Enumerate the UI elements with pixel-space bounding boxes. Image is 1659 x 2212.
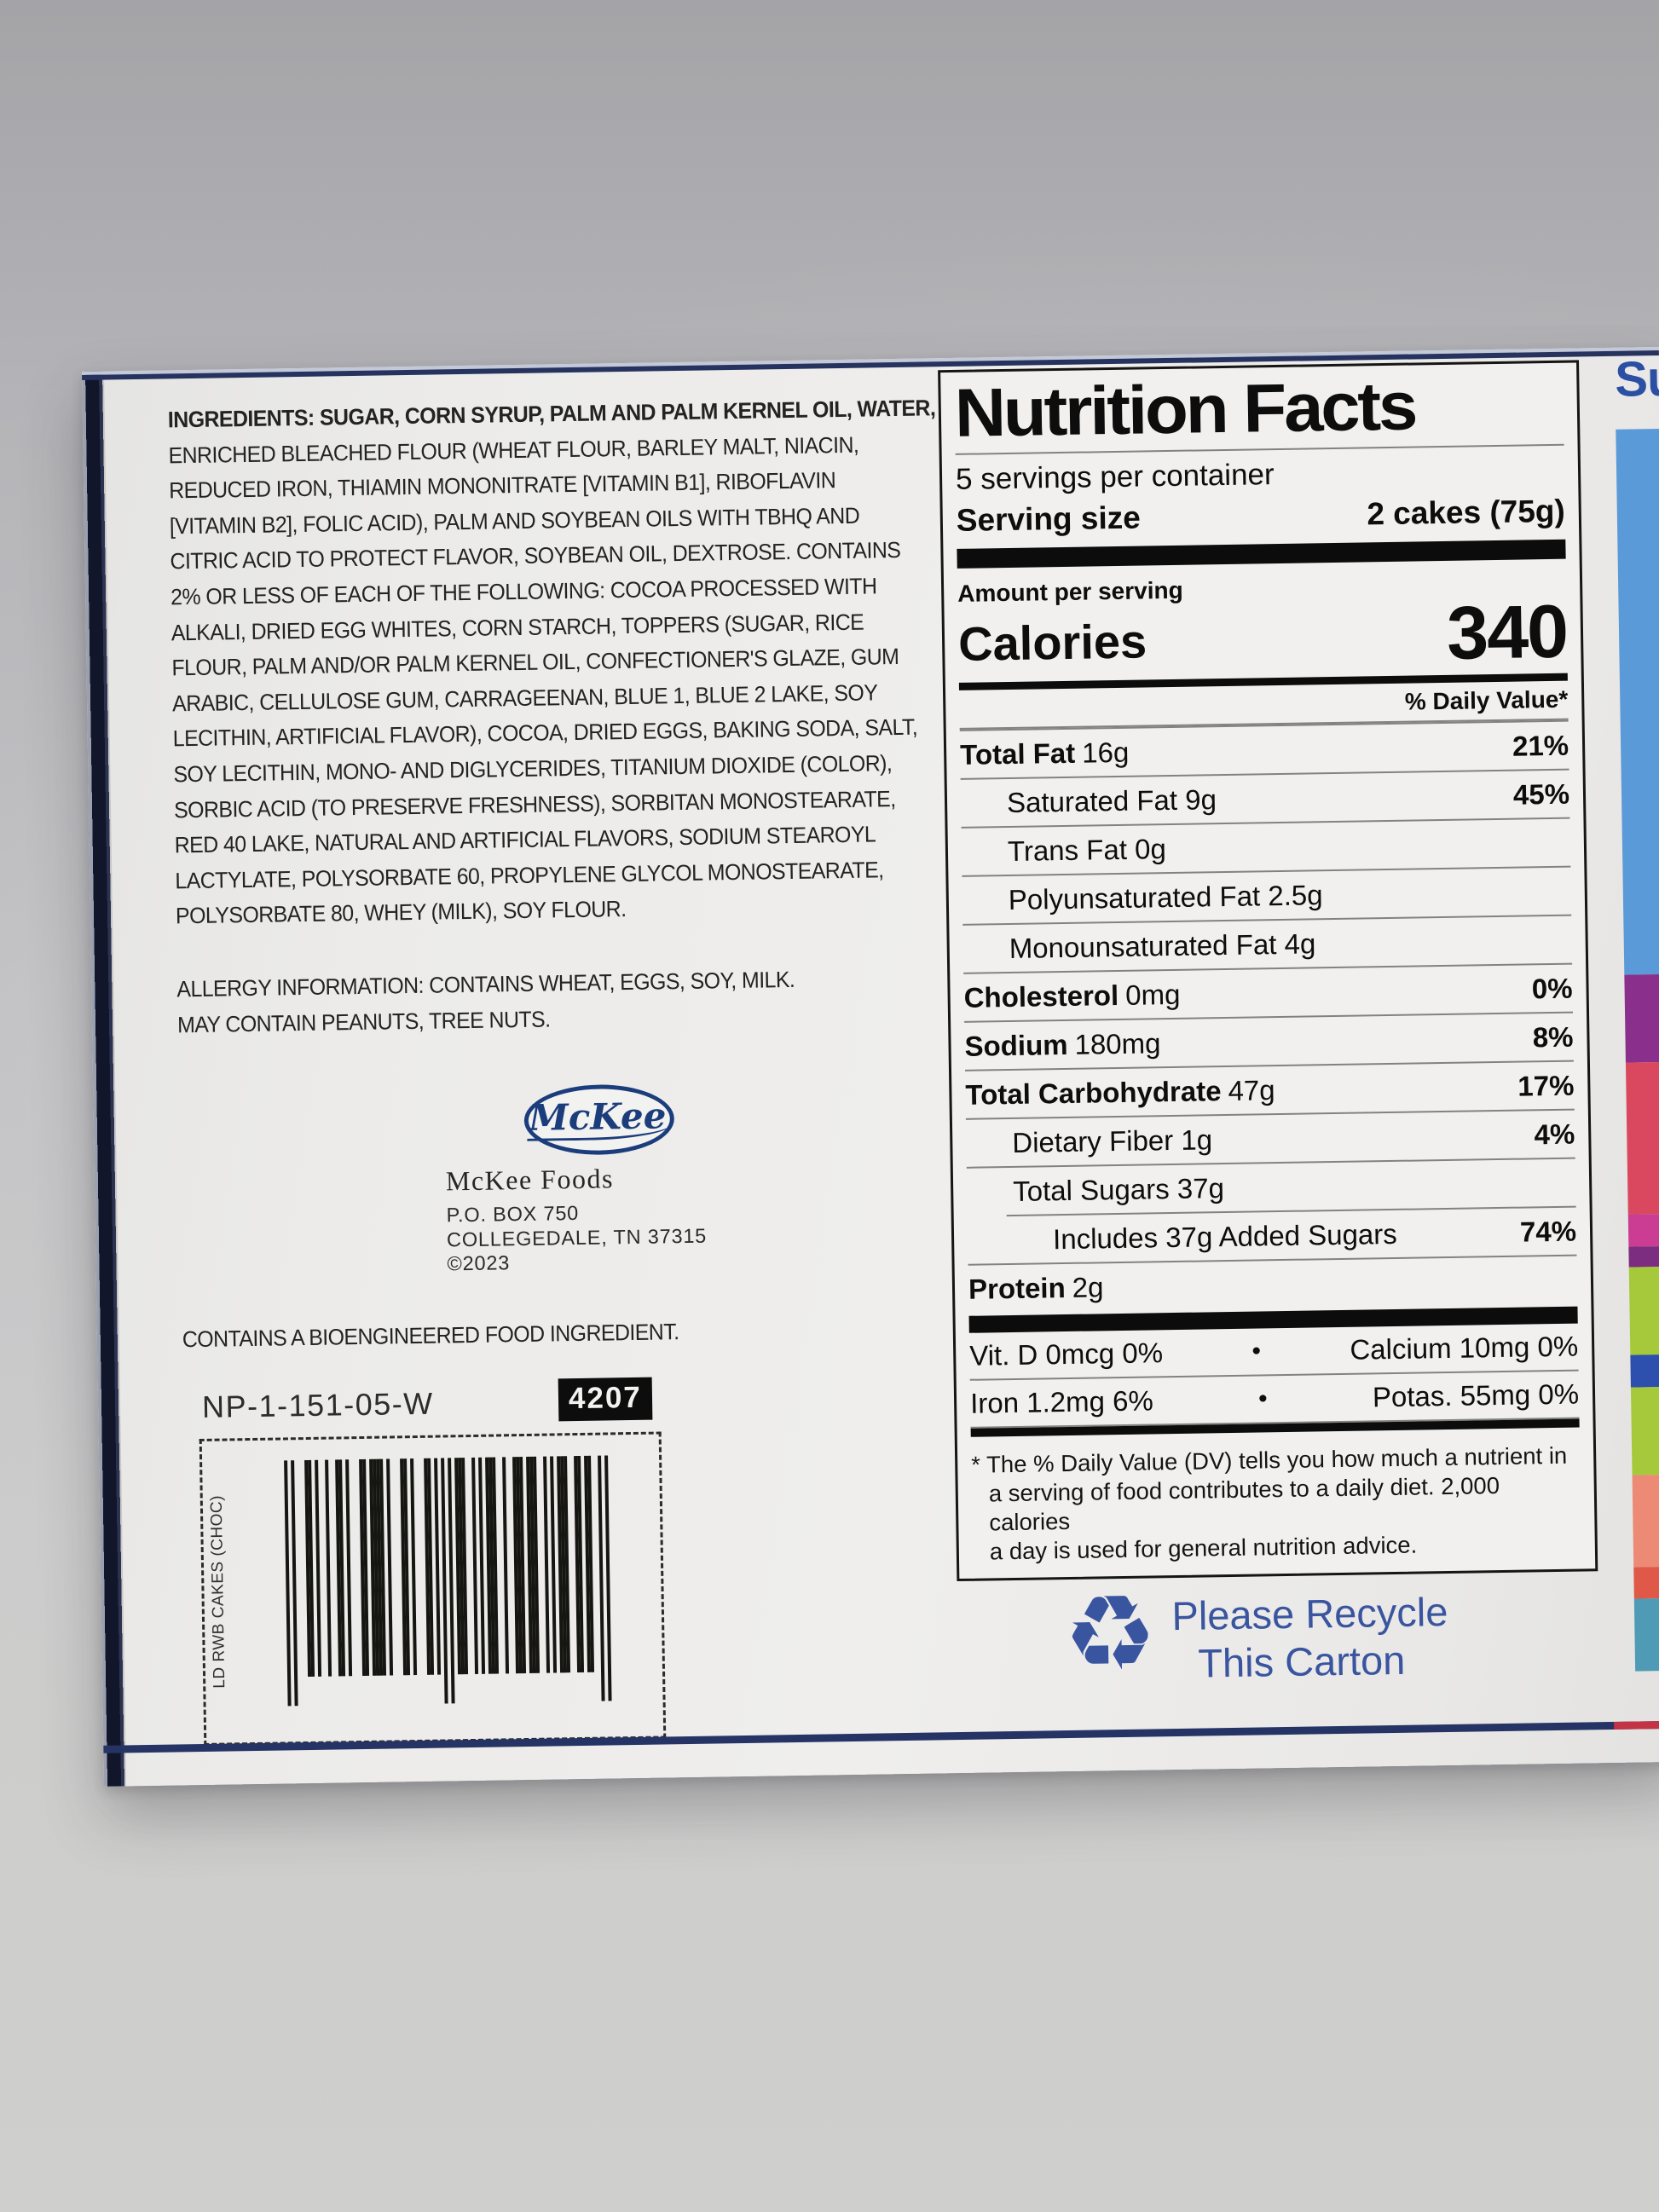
nutrient-name	[1001, 835, 1002, 867]
nutrition-facts-title: Nutrition Facts	[954, 367, 1416, 451]
edge-art-segment-sky-blue	[1616, 428, 1659, 975]
nutrient-name	[1046, 1223, 1047, 1255]
nutrient-dv: 0%	[1531, 972, 1573, 1005]
micronutrient-right: Potas. 55mg 0%	[1372, 1377, 1580, 1413]
recycle-arrows-icon: ♻	[1062, 1572, 1158, 1695]
product-code: NP-1-151-05-W	[201, 1385, 434, 1424]
edge-art-segment-lime-green	[1628, 1266, 1659, 1355]
recycle-line-1: Please Recycle	[1171, 1589, 1448, 1639]
bullet: •	[1257, 1384, 1268, 1413]
recycle-line-2: This Carton	[1197, 1637, 1406, 1686]
calories-value: 340	[1446, 588, 1568, 675]
edge-art-segment-purple	[1624, 973, 1659, 1063]
nutrient-amount: 16g	[1081, 736, 1130, 769]
nutrient-amount: Saturated Fat 9g	[1006, 783, 1217, 818]
front-panel-edge-art	[1616, 428, 1659, 1672]
nutrient-name: Total Carbohydrate	[965, 1074, 1222, 1111]
nutrient-amount: 180mg	[1074, 1027, 1161, 1060]
daily-value-footnote: * The % Daily Value (DV) tells you how m…	[971, 1434, 1581, 1566]
edge-art-segment-teal	[1633, 1597, 1659, 1672]
nutrient-name: Cholesterol	[963, 979, 1119, 1014]
nutrient-name: Total Fat	[959, 736, 1076, 771]
nutrient-amount: Polyunsaturated Fat 2.5g	[1008, 879, 1323, 915]
nutrient-amount: Trans Fat 0g	[1007, 832, 1167, 867]
nutrient-name: Protein	[968, 1271, 1066, 1305]
edge-art-segment-red-pink	[1625, 1061, 1659, 1215]
edge-art-segment-purple-2	[1628, 1245, 1659, 1268]
nutrient-dv	[1571, 922, 1572, 956]
nutrient-amount: Dietary Fiber 1g	[1012, 1123, 1213, 1158]
date-code-badge: 4207	[558, 1377, 653, 1422]
nutrient-name	[1002, 933, 1003, 964]
barcode-side-text: LD RWB CAKES (CHOC)	[207, 1495, 229, 1689]
nutrient-dv: 45%	[1512, 777, 1570, 811]
bullet: •	[1251, 1337, 1262, 1366]
nutrient-dv: 74%	[1519, 1215, 1577, 1248]
nutrient-dv: 21%	[1512, 729, 1569, 762]
mckee-logo: McKee	[523, 1083, 675, 1156]
mckee-logo-text: McKee	[526, 1094, 672, 1141]
serving-size-row: Serving size 2 cakes (75g)	[956, 489, 1566, 541]
nutrient-dv	[1570, 874, 1571, 908]
edge-art-segment-salmon	[1632, 1474, 1659, 1568]
nutrient-dv	[1575, 1165, 1576, 1199]
nutrient-row-protein: Protein 2g	[968, 1254, 1578, 1313]
nutrient-amount: Includes 37g Added Sugars	[1052, 1217, 1398, 1256]
nutrient-amount: Monounsaturated Fat 4g	[1009, 927, 1316, 964]
nutrient-row-added-sugars: Includes 37g Added Sugars 74%	[1006, 1205, 1577, 1263]
nutrient-dv	[1577, 1262, 1578, 1297]
nutrient-name	[1005, 1127, 1006, 1158]
product-code-row: NP-1-151-05-W 4207	[201, 1377, 680, 1425]
nutrient-dv: 8%	[1532, 1020, 1574, 1054]
address-line: ©2023	[447, 1251, 511, 1275]
nutrient-name	[1002, 884, 1003, 915]
nutrient-dv: 4%	[1534, 1118, 1575, 1151]
footnote-line: a serving of food contributes to a daily…	[988, 1471, 1500, 1536]
calories-label: Calories	[957, 614, 1147, 671]
micronutrient-left: Iron 1.2mg 6%	[969, 1384, 1154, 1419]
barcode-digits: 0 24300 04504 2	[202, 1435, 659, 1441]
front-panel-edge-text: Su	[1614, 350, 1659, 407]
micronutrient-right: Calcium 10mg 0%	[1350, 1330, 1579, 1366]
recycle-message: ♻ Please Recycle This Carton	[1062, 1572, 1448, 1695]
barcode-bars	[284, 1455, 616, 1707]
company-address: P.O. BOX 750 COLLEGEDALE, TN 37315 ©2023	[446, 1199, 707, 1276]
serving-size-value: 2 cakes (75g)	[1367, 493, 1566, 532]
serving-size-label: Serving size	[956, 500, 1142, 538]
nutrient-name	[1006, 1175, 1007, 1207]
nutrient-amount: 47g	[1228, 1073, 1275, 1106]
address-line: COLLEGEDALE, TN 37315	[446, 1224, 708, 1250]
calories-row: Calories 340	[957, 588, 1568, 675]
company-name: McKee Foods	[445, 1163, 615, 1197]
bioengineered-statement: CONTAINS A BIOENGINEERED FOOD INGREDIENT…	[182, 1319, 679, 1353]
edge-art-segment-coral-red	[1633, 1566, 1659, 1599]
nutrition-facts-panel: Nutrition Facts 5 servings per container…	[938, 360, 1598, 1581]
upc-barcode-block: LD RWB CAKES (CHOC) 0 24300 04504 2	[199, 1431, 667, 1746]
nutrient-amount: 0mg	[1124, 978, 1181, 1011]
snack-cake-carton-back-panel: INGREDIENTS: SUGAR, CORN SYRUP, PALM AND…	[82, 346, 1659, 1787]
edge-art-segment-blue	[1630, 1354, 1659, 1388]
edge-art-segment-lime-green-2	[1630, 1386, 1659, 1476]
nutrient-amount: Total Sugars 37g	[1012, 1171, 1225, 1207]
nutrient-dv	[1570, 825, 1571, 859]
allergy-information: ALLERGY INFORMATION: CONTAINS WHEAT, EGG…	[176, 962, 835, 1042]
edge-art-segment-magenta	[1627, 1213, 1659, 1247]
nutrient-dv: 17%	[1517, 1069, 1575, 1102]
nutrient-amount: 2g	[1072, 1271, 1104, 1303]
micronutrient-left: Vit. D 0mcg 0%	[968, 1337, 1164, 1372]
nutrient-name: Sodium	[964, 1028, 1068, 1062]
thick-divider	[957, 539, 1566, 569]
nutrient-name	[1000, 787, 1001, 818]
carton-left-edge	[82, 371, 127, 1787]
carton-bottom-red-segment	[1614, 1720, 1659, 1730]
ingredients-paragraph: INGREDIENTS: SUGAR, CORN SYRUP, PALM AND…	[168, 390, 945, 934]
